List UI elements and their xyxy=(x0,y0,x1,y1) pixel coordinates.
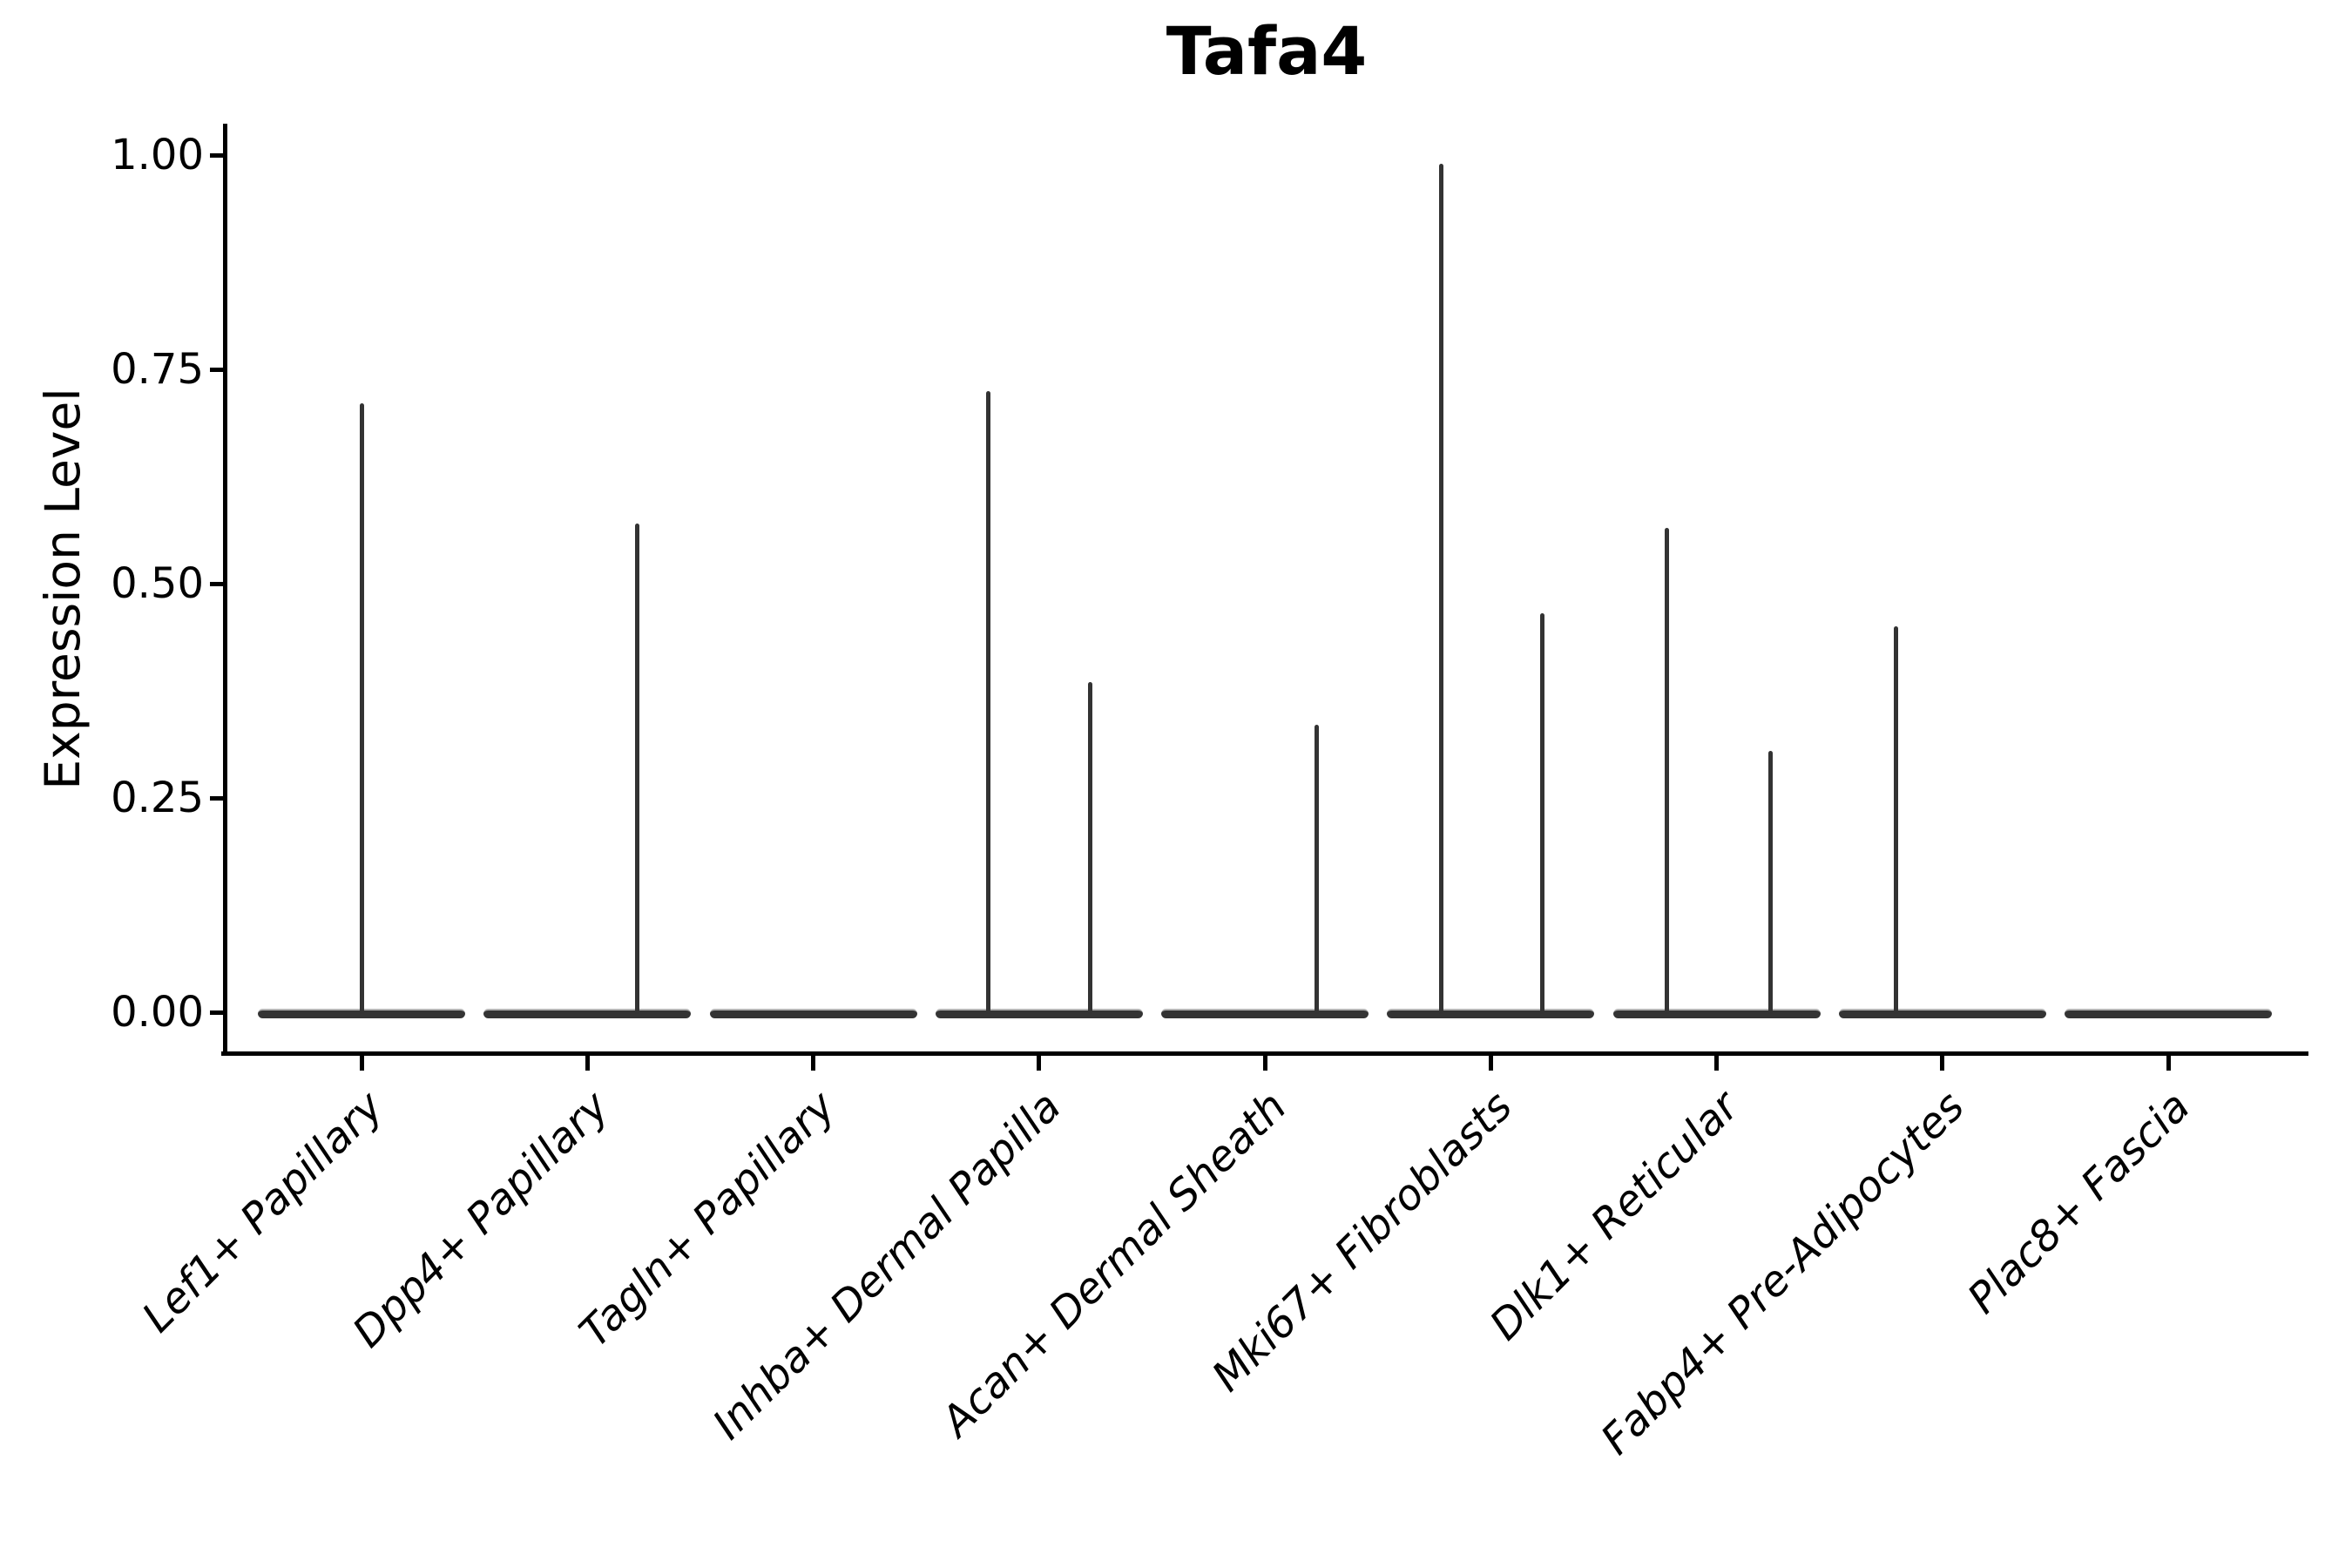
y-tick-label: 0.00 xyxy=(111,988,204,1037)
violin-body xyxy=(1838,1008,2046,1018)
x-tick xyxy=(1714,1056,1719,1071)
x-tick xyxy=(585,1056,590,1071)
y-tick-label: 0.50 xyxy=(111,559,204,608)
violin-spike xyxy=(1768,750,1774,1014)
y-tick-label: 1.00 xyxy=(111,131,204,179)
x-tick xyxy=(811,1056,815,1071)
x-tick xyxy=(359,1056,364,1071)
violin-body xyxy=(1387,1008,1595,1018)
x-tick xyxy=(1488,1056,1493,1071)
x-tick xyxy=(1262,1056,1267,1071)
y-tick xyxy=(210,152,223,158)
violin-body xyxy=(2065,1008,2272,1018)
y-tick xyxy=(210,1010,223,1015)
violin-body xyxy=(483,1008,692,1018)
violin-body xyxy=(1161,1008,1369,1018)
violin-spike xyxy=(1665,528,1670,1014)
violin-spike xyxy=(1894,626,1899,1014)
x-tick-label: Dlk1+ Reticular xyxy=(1480,1082,1748,1350)
y-tick-label: 0.25 xyxy=(111,774,204,822)
violin-body xyxy=(935,1008,1143,1018)
violin-body xyxy=(709,1008,917,1018)
violin-body xyxy=(1612,1008,1821,1018)
x-tick-label: Fabp4+ Pre-Adipocytes xyxy=(1592,1082,1974,1464)
y-tick xyxy=(210,581,223,586)
violin-spike xyxy=(635,524,640,1014)
violin-spike xyxy=(359,403,364,1014)
violin-spike xyxy=(1088,682,1093,1014)
x-tick xyxy=(1037,1056,1042,1071)
y-axis-spine xyxy=(223,124,227,1056)
x-tick-label: Lef1+ Papillary xyxy=(132,1082,393,1342)
x-tick xyxy=(2166,1056,2171,1071)
x-tick xyxy=(1940,1056,1945,1071)
y-tick-label: 0.75 xyxy=(111,345,204,394)
violin-spike xyxy=(986,390,991,1014)
chart-title: Tafa4 xyxy=(1166,12,1368,90)
violin-spike xyxy=(1314,725,1319,1014)
y-tick xyxy=(210,795,223,801)
violin-spike xyxy=(1439,163,1444,1014)
x-tick-label: Plac8+ Fascia xyxy=(1958,1082,2200,1323)
violin-spike xyxy=(1540,613,1545,1014)
y-tick xyxy=(210,367,223,372)
x-axis-spine xyxy=(221,1051,2308,1056)
